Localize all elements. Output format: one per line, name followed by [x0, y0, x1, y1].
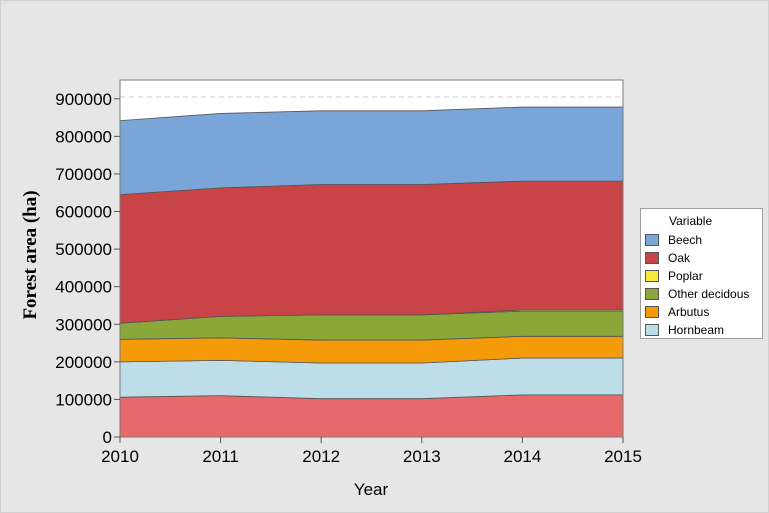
x-tick-label: 2010: [101, 447, 139, 466]
legend-item-oak: Oak: [645, 251, 763, 265]
y-tick-label: 300000: [55, 315, 112, 334]
legend-item-poplar: Poplar: [645, 269, 763, 283]
legend-label-arbutus: Arbutus: [668, 305, 710, 319]
x-tick-label: 2013: [403, 447, 441, 466]
y-tick-label: 900000: [55, 90, 112, 109]
legend-item-hornbeam: Hornbeam: [645, 323, 763, 337]
legend-item-arbutus: Arbutus: [645, 305, 763, 319]
y-tick-label: 0: [103, 428, 112, 447]
x-tick-label: 2014: [503, 447, 541, 466]
legend-swatch-oak: [645, 252, 659, 264]
area-series-group: [119, 106, 624, 438]
legend-item-beech: Beech: [645, 233, 763, 247]
y-tick-label: 200000: [55, 353, 112, 372]
x-axis: 2010 2011 2012 2013 2014 2015: [101, 437, 642, 466]
area-series-hornbeam-1: [119, 357, 624, 400]
area-series-beech-6: [119, 106, 624, 196]
x-tick-label: 2015: [604, 447, 642, 466]
x-axis-label: Year: [354, 480, 389, 499]
x-tick-label: 2012: [302, 447, 340, 466]
legend-swatch-hornbeam: [645, 324, 659, 336]
legend-label-oak: Oak: [668, 251, 691, 265]
legend-swatch-poplar: [645, 270, 659, 282]
y-tick-label: 600000: [55, 203, 112, 222]
legend-label-beech: Beech: [668, 233, 703, 247]
area-series-oak-5: [119, 180, 624, 324]
y-axis-label: Forest area (ha): [20, 190, 41, 319]
y-tick-label: 800000: [55, 127, 112, 146]
area-series-hornbeam-0: [119, 394, 624, 438]
legend-label-other-decidous: Other decidous: [668, 287, 750, 301]
y-tick-label: 400000: [55, 278, 112, 297]
legend-swatch-other-decidous: [645, 288, 659, 300]
legend-swatch-beech: [645, 234, 659, 246]
legend-label-hornbeam: Hornbeam: [668, 323, 725, 337]
legend-item-other-decidous: Other decidous: [645, 287, 763, 301]
plot-border: [119, 79, 624, 438]
x-tick-label: 2011: [202, 447, 239, 466]
y-tick-label: 700000: [55, 165, 112, 184]
legend-label-poplar: Poplar: [668, 269, 703, 283]
legend: Variable Beech Oak Poplar Other decidous…: [640, 208, 763, 339]
y-tick-label: 500000: [55, 240, 112, 259]
y-tick-label: 100000: [55, 390, 112, 409]
legend-title: Variable: [669, 214, 713, 228]
y-axis: 0 100000 200000 300000 400000 500000 600000 700…: [55, 90, 120, 447]
legend-swatch-arbutus: [645, 306, 659, 318]
